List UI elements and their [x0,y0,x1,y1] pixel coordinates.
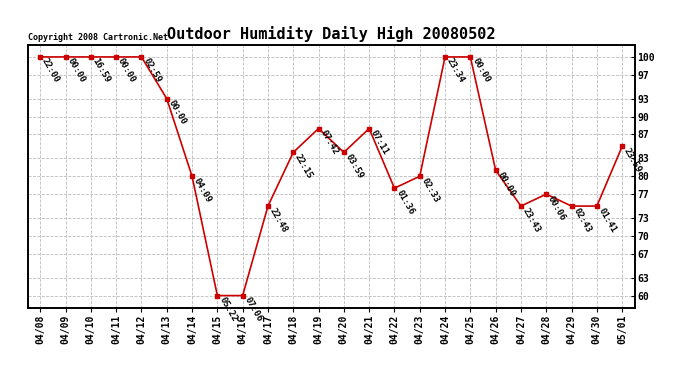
Text: 01:36: 01:36 [395,188,415,216]
Text: 00:00: 00:00 [66,57,87,85]
Text: 16:59: 16:59 [91,57,112,85]
Text: 00:00: 00:00 [471,57,491,85]
Text: 01:41: 01:41 [597,206,618,234]
Text: 02:59: 02:59 [141,57,163,85]
Text: 22:48: 22:48 [268,206,289,234]
Text: 07:11: 07:11 [369,129,391,156]
Text: 22:00: 22:00 [40,57,61,85]
Text: 00:00: 00:00 [495,170,517,198]
Text: 23:43: 23:43 [521,206,542,234]
Text: 23:59: 23:59 [622,146,643,174]
Title: Outdoor Humidity Daily High 20080502: Outdoor Humidity Daily High 20080502 [167,27,495,42]
Text: 05:22: 05:22 [217,296,239,323]
Text: 07:42: 07:42 [319,129,339,156]
Text: 00:00: 00:00 [116,57,137,85]
Text: 03:59: 03:59 [344,152,365,180]
Text: 00:06: 00:06 [546,194,567,222]
Text: 22:15: 22:15 [293,152,315,180]
Text: 02:33: 02:33 [420,176,441,204]
Text: Copyright 2008 Cartronic.Net: Copyright 2008 Cartronic.Net [28,33,168,42]
Text: 00:00: 00:00 [167,99,188,126]
Text: 23:34: 23:34 [445,57,466,85]
Text: 04:09: 04:09 [192,176,213,204]
Text: 02:43: 02:43 [571,206,593,234]
Text: 07:06: 07:06 [243,296,264,323]
